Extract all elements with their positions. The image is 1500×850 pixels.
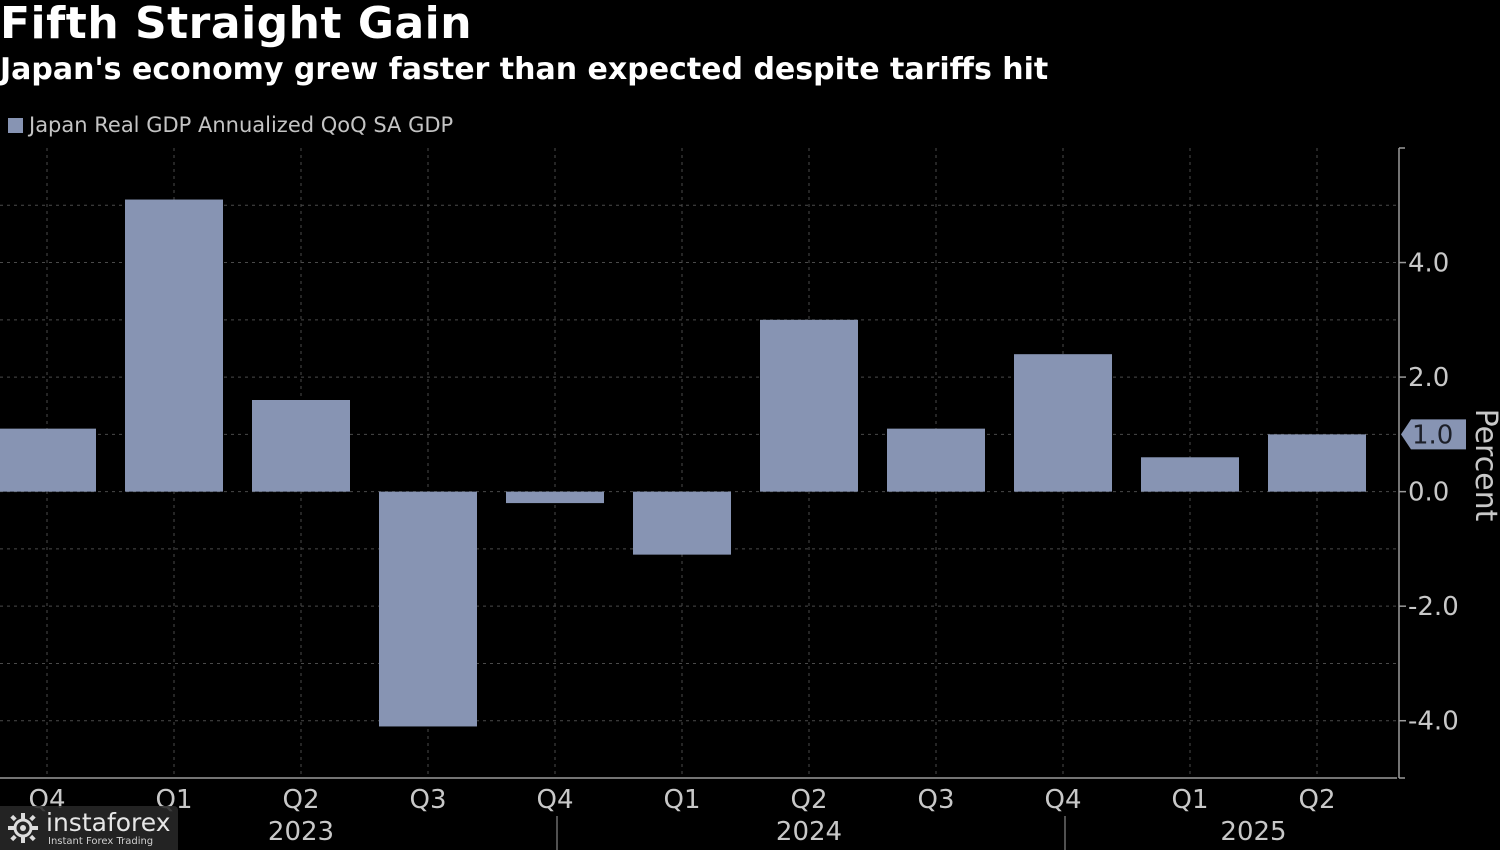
bar xyxy=(887,428,985,492)
bar xyxy=(125,199,223,492)
legend: Japan Real GDP Annualized QoQ SA GDP xyxy=(8,112,453,138)
x-tick-label: Q1 xyxy=(1171,785,1208,815)
latest-value-callout xyxy=(1401,419,1466,450)
year-label: 2024 xyxy=(776,817,842,847)
watermark-brand: instaforex xyxy=(46,808,171,837)
x-tick-label: Q2 xyxy=(790,785,827,815)
watermark-tagline: Instant Forex Trading xyxy=(48,836,154,847)
bar xyxy=(760,319,858,492)
bar xyxy=(633,491,731,555)
y-tick-label: -4.0 xyxy=(1408,707,1459,737)
year-label: 2025 xyxy=(1220,817,1286,847)
bar xyxy=(0,428,96,492)
bar xyxy=(506,491,604,504)
bar xyxy=(1141,457,1239,492)
legend-label: Japan Real GDP Annualized QoQ SA GDP xyxy=(29,113,454,137)
year-label: 2023 xyxy=(268,817,334,847)
x-tick-label: Q3 xyxy=(409,785,446,815)
bar xyxy=(252,400,350,492)
bar xyxy=(1014,354,1112,492)
legend-swatch xyxy=(8,117,23,133)
x-tick-label: Q1 xyxy=(663,785,700,815)
chart-subtitle: Japan's economy grew faster than expecte… xyxy=(0,52,1049,87)
watermark: instaforex Instant Forex Trading xyxy=(0,806,178,850)
y-tick-label: 2.0 xyxy=(1408,363,1449,393)
bar xyxy=(1268,434,1366,492)
bar xyxy=(379,491,477,727)
latest-value-label: 1.0 xyxy=(1412,420,1453,450)
chart-title: Fifth Straight Gain xyxy=(0,0,473,49)
y-tick-label: 4.0 xyxy=(1408,249,1449,279)
x-tick-label: Q3 xyxy=(917,785,954,815)
x-tick-label: Q2 xyxy=(1298,785,1335,815)
x-tick-label: Q2 xyxy=(282,785,319,815)
y-tick-label: 0.0 xyxy=(1408,478,1449,508)
x-tick-label: Q4 xyxy=(536,785,573,815)
y-tick-label: -2.0 xyxy=(1408,592,1459,622)
y-axis-title: Percent xyxy=(1468,409,1500,522)
x-tick-label: Q4 xyxy=(1044,785,1081,815)
gear-logo-icon xyxy=(8,813,38,843)
